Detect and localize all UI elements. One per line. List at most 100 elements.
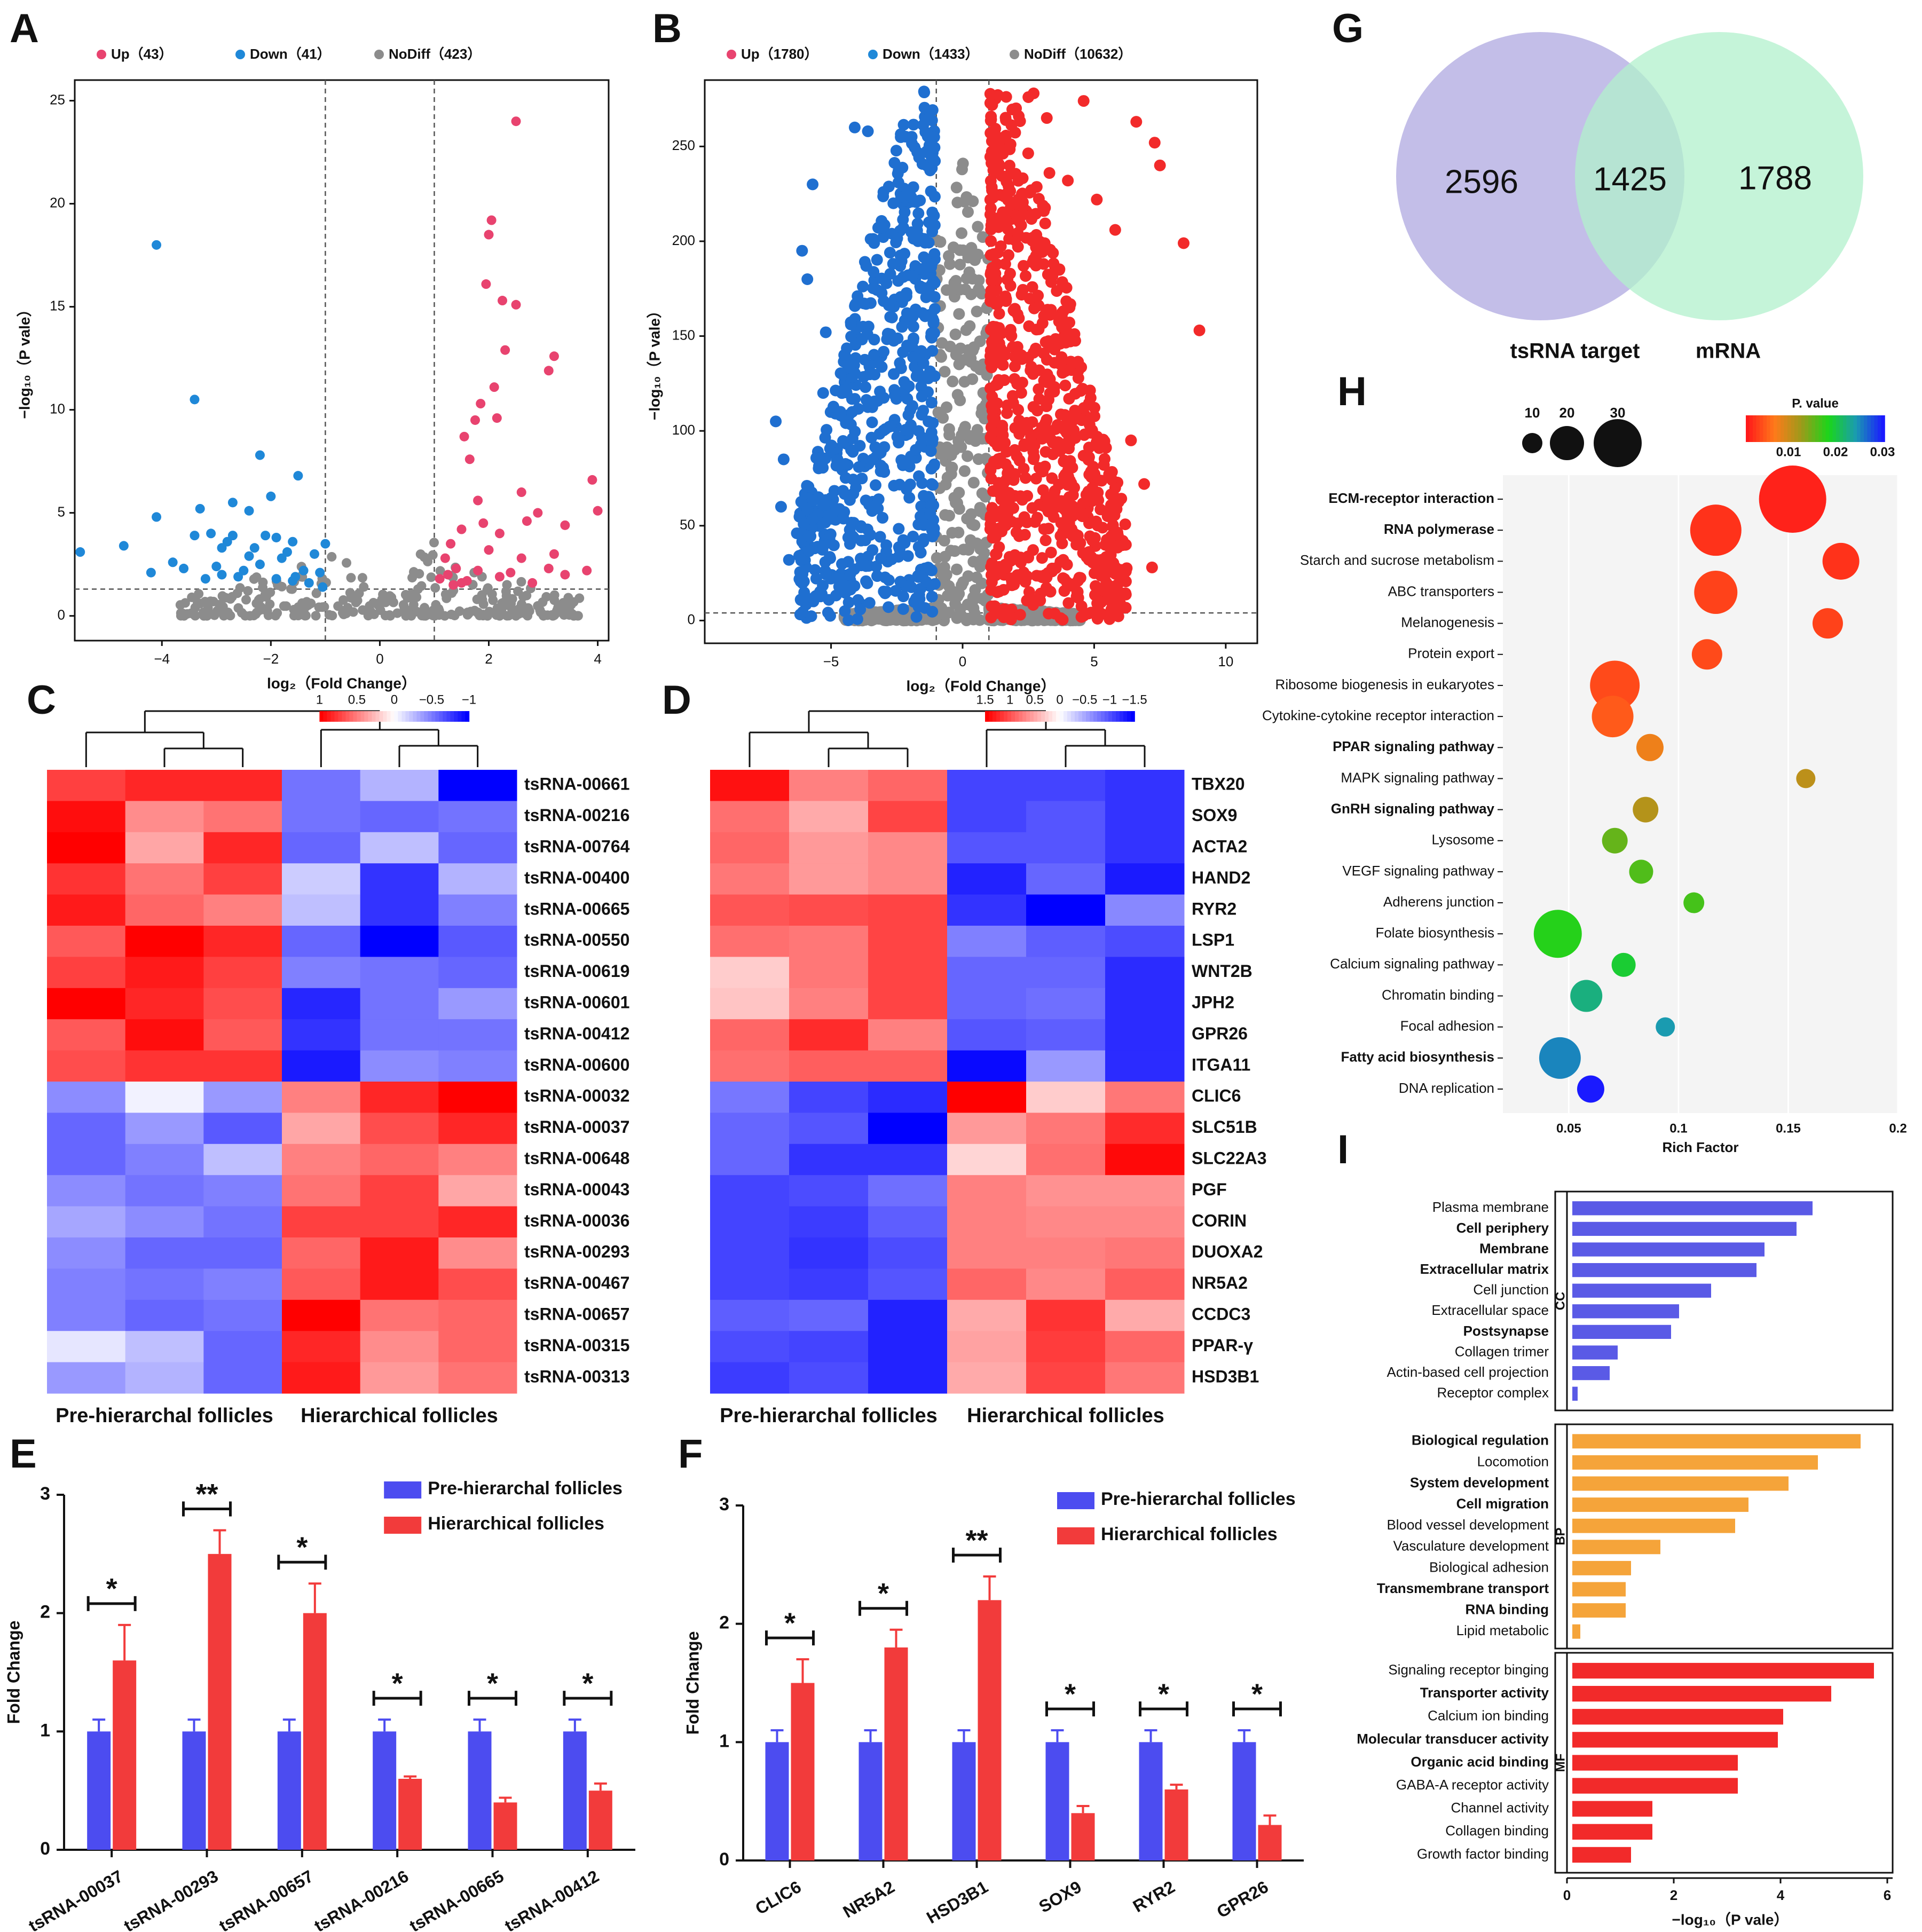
- bubble-point: [1602, 827, 1628, 854]
- heatmap-cell: [282, 1082, 361, 1113]
- go-group-tab: [1554, 1190, 1568, 1411]
- up-point: [1000, 91, 1012, 103]
- up-point: [1009, 360, 1021, 373]
- up-point: [1109, 482, 1121, 494]
- heatmap-cell: [710, 1082, 790, 1113]
- down-point: [868, 349, 880, 361]
- bubble-x-axis-label: Rich Factor: [1662, 1139, 1738, 1155]
- up-point: [1036, 421, 1048, 433]
- down-point: [877, 186, 889, 198]
- heatmap-scale-swatch: [1112, 711, 1116, 722]
- heatmap-d-row-label: CCDC3: [1192, 1304, 1250, 1323]
- heatmap-cell: [789, 770, 869, 801]
- heatmap-cell: [1026, 1144, 1106, 1176]
- heatmap-cell: [868, 863, 948, 895]
- bubble-term-label: PPAR signaling pathway: [1333, 738, 1494, 754]
- go-term-label: Biological regulation: [1412, 1432, 1549, 1448]
- down-point: [796, 245, 808, 257]
- up-point: [543, 366, 554, 376]
- bubble-color-legend-swatch: [1801, 415, 1806, 442]
- heatmap-cell: [438, 1206, 517, 1238]
- volcano-b-ytick-label: 250: [672, 137, 695, 153]
- down-point: [206, 529, 216, 539]
- go-term-label: Plasma membrane: [1432, 1199, 1549, 1215]
- go-bar: [1572, 1824, 1652, 1840]
- bubble-term-label: Folate biosynthesis: [1375, 925, 1494, 941]
- up-point: [484, 545, 494, 555]
- heatmap-cell: [203, 1331, 282, 1363]
- heatmap-scale-swatch: [989, 711, 993, 722]
- heatmap-cell: [47, 1299, 126, 1331]
- bubble-color-legend-swatch: [1836, 415, 1840, 442]
- down-point: [842, 614, 855, 626]
- heatmap-c-group-label: Pre-hierarchal follicles: [56, 1405, 273, 1427]
- nodiff-point: [939, 509, 951, 521]
- nodiff-point: [939, 567, 951, 579]
- heatmap-cell: [868, 1237, 948, 1269]
- nodiff-point: [974, 614, 986, 626]
- significance-mark: *: [784, 1607, 795, 1639]
- up-point: [459, 431, 469, 441]
- bubble-size-legend-dot: [1594, 419, 1642, 467]
- up-point: [1068, 328, 1081, 340]
- heatmap-cell: [868, 1050, 948, 1082]
- heatmap-c-row-label: tsRNA-00764: [524, 837, 630, 856]
- heatmap-scale-swatch: [1034, 711, 1038, 722]
- nodiff-point: [403, 593, 413, 603]
- down-point: [271, 574, 281, 584]
- heatmap-cell: [360, 1144, 439, 1176]
- down-point: [910, 611, 923, 623]
- nodiff-point: [960, 324, 972, 336]
- up-point: [1112, 529, 1124, 541]
- up-point: [996, 327, 1008, 340]
- volcano-a-ytick-label: 5: [58, 504, 65, 520]
- go-bar: [1572, 1560, 1631, 1575]
- down-point: [217, 543, 227, 553]
- down-point: [886, 311, 898, 324]
- heatmap-cell: [125, 1206, 204, 1238]
- up-point: [1091, 193, 1103, 206]
- bubble-term-label: Lysosome: [1431, 832, 1494, 848]
- down-point: [249, 543, 259, 553]
- go-bar: [1572, 1476, 1789, 1491]
- down-point: [867, 544, 879, 556]
- heatmap-cell: [868, 1113, 948, 1145]
- heatmap-cell: [789, 957, 869, 989]
- down-point: [826, 512, 838, 525]
- heatmap-scale-swatch: [1090, 711, 1094, 722]
- up-point: [1054, 337, 1066, 350]
- bar-f-legend-label: Hierarchical follicles: [1101, 1524, 1278, 1544]
- bar-f-bar: [858, 1742, 883, 1860]
- heatmap-scale-swatch: [368, 711, 373, 722]
- nodiff-point: [338, 595, 349, 605]
- bar-f-category-label: GPR26: [1214, 1877, 1272, 1922]
- heatmap-cell: [438, 770, 517, 801]
- up-point: [1003, 160, 1015, 172]
- down-point: [885, 420, 897, 432]
- heatmap-d-row-label: CORIN: [1192, 1211, 1247, 1230]
- down-point: [867, 453, 879, 466]
- heatmap-cell: [947, 863, 1027, 895]
- down-point: [928, 248, 941, 260]
- down-point: [917, 405, 930, 417]
- nodiff-point: [470, 606, 480, 616]
- heatmap-cell: [710, 1362, 790, 1394]
- heatmap-scale-swatch: [1082, 711, 1086, 722]
- heatmap-cell: [438, 1144, 517, 1176]
- heatmap-scale-swatch: [428, 711, 432, 722]
- heatmap-scale-swatch: [996, 711, 1001, 722]
- down-point: [876, 222, 888, 234]
- down-point: [200, 574, 210, 584]
- up-point: [1041, 304, 1053, 316]
- heatmap-scale-swatch: [409, 711, 414, 722]
- bubble-color-legend-swatch: [1867, 415, 1871, 442]
- heatmap-cell: [710, 1050, 790, 1082]
- up-point: [1033, 393, 1045, 405]
- nodiff-point: [974, 543, 987, 555]
- heatmap-cell: [710, 1268, 790, 1300]
- up-point: [549, 549, 559, 559]
- up-point: [1039, 534, 1052, 547]
- up-point: [1004, 143, 1016, 155]
- heatmap-cell: [868, 1268, 948, 1300]
- down-point: [146, 567, 156, 578]
